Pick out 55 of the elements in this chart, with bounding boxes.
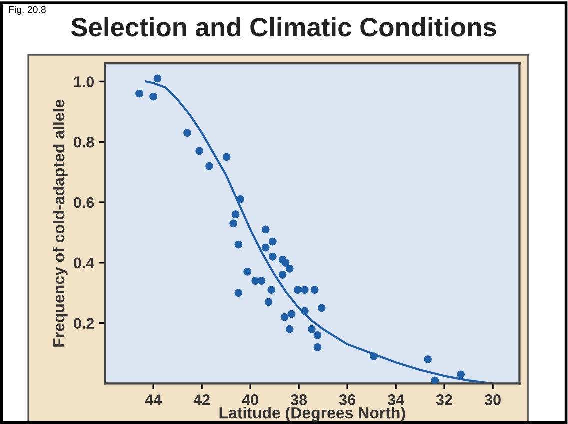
point (457, 370, 465, 379)
point (268, 286, 276, 294)
point (234, 240, 243, 249)
y-tick-label: 0.2 (74, 318, 94, 330)
point (196, 147, 204, 156)
point (230, 220, 238, 228)
x-tick-label: 44 (145, 394, 162, 406)
y-tick-label: 0.6 (74, 197, 94, 208)
point (278, 271, 287, 279)
x-axis-title: Latitude (Degrees North) (220, 406, 406, 422)
point (136, 90, 144, 98)
point (268, 252, 277, 261)
point (262, 226, 270, 234)
point (150, 92, 158, 101)
point (370, 352, 378, 360)
point (232, 210, 240, 219)
point (264, 298, 273, 306)
point (424, 356, 432, 364)
point (222, 153, 231, 162)
point (314, 344, 322, 352)
point (431, 376, 440, 384)
point (236, 196, 245, 204)
y-tick-label: 1.0 (74, 76, 94, 88)
point (262, 244, 270, 252)
point (314, 331, 322, 340)
x-tick-label: 32 (436, 394, 452, 406)
point (280, 313, 289, 322)
point (268, 238, 277, 246)
point (300, 286, 309, 294)
x-tick-label: 42 (194, 394, 210, 406)
x-tick-label: 40 (242, 394, 258, 406)
x-tick-label: 36 (339, 394, 356, 406)
x-tick-label: 38 (290, 394, 308, 406)
point (184, 129, 192, 138)
x-tick-label: 34 (388, 394, 404, 406)
y-tick-label: 0.8 (74, 136, 94, 148)
point (308, 325, 316, 334)
point (286, 325, 294, 334)
point (288, 310, 296, 318)
point (154, 74, 162, 83)
point (300, 307, 309, 316)
point (206, 162, 214, 170)
y-tick-label: 0.4 (74, 258, 95, 269)
point (234, 289, 243, 298)
point (282, 258, 290, 267)
chart-title: Selection and Climatic Conditions (71, 17, 496, 37)
x-tick-label: 30 (484, 394, 501, 406)
point (244, 268, 252, 276)
point (258, 277, 266, 285)
point (294, 286, 302, 294)
y-axis-title: Frequency of cold-adapted allele (52, 100, 68, 347)
point (310, 286, 319, 294)
caption: Fig. 20.8 (9, 6, 46, 16)
point (286, 265, 294, 273)
point (318, 304, 326, 312)
